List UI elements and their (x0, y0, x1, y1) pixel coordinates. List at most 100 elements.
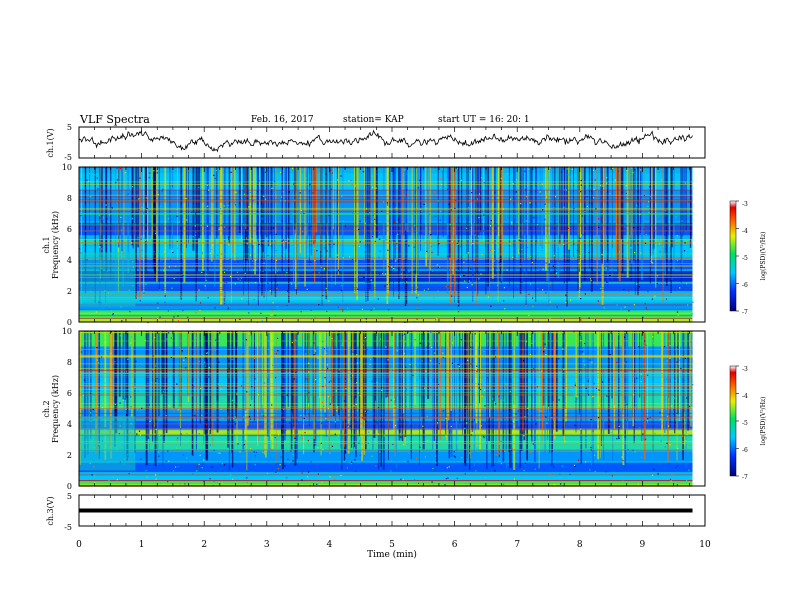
spectrogram-speckle (291, 167, 294, 169)
spectrogram-speckle (498, 261, 500, 264)
spectrogram-speckle (432, 467, 434, 470)
spectrogram-speckle (563, 243, 565, 245)
spectrogram-speckle (436, 394, 438, 396)
spectrogram-speckle (580, 371, 582, 373)
spectrogram-streak (342, 167, 344, 303)
spectrogram-speckle (617, 170, 619, 172)
spectrogram-speckle (407, 413, 409, 415)
spectrogram-speckle (144, 239, 147, 241)
spectrogram-speckle (480, 425, 482, 427)
spectrogram-speckle (544, 347, 546, 350)
spectrogram-speckle (163, 435, 165, 437)
spectrogram-streak (555, 331, 558, 432)
spectrogram-speckle (446, 467, 448, 469)
spectrogram-speckle (90, 412, 92, 414)
spectrogram-speckle (293, 378, 295, 380)
spectrogram-speckle (530, 452, 532, 454)
spectrogram-speckle (650, 195, 652, 198)
spectrogram-speckle (672, 413, 675, 415)
spectrogram-speckle (324, 247, 326, 249)
spectrogram-speckle (141, 249, 143, 251)
spectrogram-speckle (434, 352, 436, 354)
spectrogram-speckle (196, 337, 198, 339)
spectrogram-speckle (442, 278, 445, 280)
spectrogram-streak (532, 167, 533, 267)
spectrogram-tone (79, 340, 693, 342)
spectrogram-speckle (300, 209, 302, 212)
ch2-colorbar-tick-minus7: -7 (742, 474, 748, 481)
spectrogram-speckle (263, 382, 265, 384)
spectrogram-speckle (455, 167, 457, 169)
spectrogram-speckle (683, 434, 685, 436)
spectrogram-speckle (221, 482, 223, 484)
spectrogram-band (79, 246, 693, 257)
spectrogram-tone (79, 297, 693, 299)
spectrogram-speckle (218, 336, 220, 338)
spectrogram-speckle (321, 422, 323, 424)
spectrogram-speckle (294, 199, 296, 201)
spectrogram-speckle (155, 365, 157, 367)
spectrogram-streak (281, 331, 283, 426)
spectrogram-speckle (217, 383, 219, 385)
spectrogram-speckle (687, 304, 689, 306)
spectrogram-speckle (275, 377, 277, 379)
spectrogram-streak (600, 167, 602, 278)
spectrogram-speckle (262, 452, 264, 454)
spectrogram-speckle (163, 270, 165, 272)
spectrogram-speckle (243, 444, 245, 446)
spectrogram-tone (79, 417, 693, 418)
spectrogram-speckle (532, 440, 534, 442)
spectrogram-speckle (495, 359, 497, 361)
spectrogram-speckle (128, 473, 130, 475)
spectrogram-speckle (125, 408, 127, 410)
spectrogram-speckle (425, 484, 427, 486)
spectrogram-streak (461, 167, 463, 273)
ch1-colorbar-tick-minus4: -4 (742, 228, 748, 235)
spectrogram-speckle (342, 343, 344, 345)
spectrogram-speckle (141, 340, 143, 342)
spectrogram-speckle (407, 359, 409, 361)
spectrogram-streak (422, 167, 424, 241)
spectrogram-speckle (624, 336, 626, 338)
spectrogram-speckle (357, 288, 359, 290)
spectrogram-streak (473, 331, 475, 467)
spectrogram-speckle (218, 227, 220, 229)
spectrogram-speckle (288, 191, 290, 193)
spectrogram-speckle (313, 342, 315, 344)
spectrogram-speckle (138, 208, 140, 211)
spectrogram-speckle (328, 434, 330, 436)
spectrogram-speckle (101, 406, 104, 409)
spectrogram-speckle (632, 449, 634, 451)
spectrogram-speckle (619, 432, 621, 434)
spectrogram-speckle (177, 466, 179, 468)
spectrogram-speckle (513, 378, 515, 380)
spectrogram-speckle (220, 207, 222, 210)
spectrogram-speckle (215, 170, 217, 172)
ch1-frame (78, 126, 706, 159)
spectrogram-streak (235, 331, 238, 410)
spectrogram-speckle (321, 481, 323, 484)
spectrogram-streak (202, 167, 204, 271)
spectrogram-speckle (364, 337, 366, 339)
spectrogram-streak (305, 167, 308, 259)
spectrogram-streak (452, 167, 455, 275)
spectrogram-streak (328, 331, 331, 453)
spectrogram-speckle (644, 340, 646, 342)
spectrogram-speckle (165, 268, 167, 270)
spectrogram-speckle (178, 374, 180, 376)
spectrogram-speckle (632, 172, 634, 174)
spectrogram-speckle (336, 410, 338, 412)
spectrogram-speckle (609, 354, 611, 356)
spectrogram-speckle (358, 483, 360, 486)
spectrogram-speckle (684, 362, 687, 364)
spectrogram-speckle (470, 215, 472, 217)
spectrogram-streak (196, 167, 198, 271)
spectrogram-speckle (389, 208, 391, 210)
spectrogram-speckle (356, 362, 359, 364)
spectrogram-speckle (544, 203, 546, 205)
spectrogram-speckle (158, 455, 160, 457)
spectrogram-streak (498, 167, 499, 249)
spectrogram-speckle (648, 276, 650, 278)
spectrogram-speckle (473, 212, 475, 214)
